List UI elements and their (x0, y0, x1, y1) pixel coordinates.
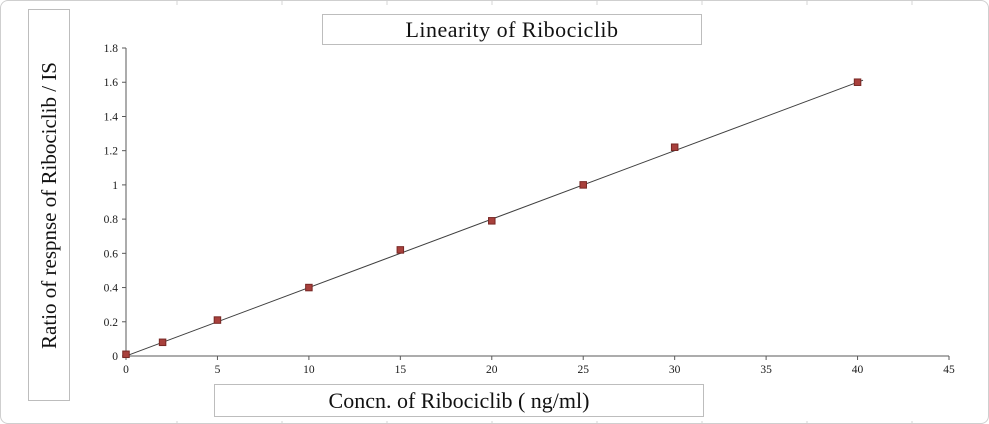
x-tick-label: 20 (486, 364, 498, 376)
y-tick-label: 0.2 (104, 317, 119, 329)
data-point-marker (670, 143, 679, 151)
data-point-marker (213, 316, 222, 324)
x-tick-label: 10 (303, 364, 315, 376)
x-tick-label: 15 (395, 364, 407, 376)
y-axis-label-box: Ratio of respnse of Ribociclib / IS (28, 9, 70, 401)
y-tick-label: 1.8 (104, 43, 119, 55)
data-point-marker (579, 181, 587, 189)
y-tick-label: 0 (112, 351, 118, 363)
x-tick-label: 45 (943, 364, 955, 376)
x-tick-label: 5 (215, 364, 221, 376)
y-tick-label: 1 (112, 180, 118, 192)
chart-title: Linearity of Ribociclib (322, 14, 702, 45)
y-tick-label: 0.4 (104, 283, 119, 295)
x-tick-label: 0 (123, 364, 129, 376)
data-point-marker (853, 78, 862, 86)
data-point-marker (305, 283, 313, 292)
data-point-marker (396, 246, 405, 254)
y-tick-label: 0.6 (104, 248, 119, 260)
data-point-marker (122, 350, 130, 359)
data-point-marker (488, 217, 496, 225)
y-tick-label: 0.8 (104, 214, 119, 226)
x-tick-label: 25 (577, 364, 589, 376)
y-tick-label: 1.6 (104, 77, 119, 89)
data-point-marker (158, 338, 167, 347)
x-tick-label: 40 (852, 364, 864, 376)
x-tick-label: 35 (760, 364, 772, 376)
y-tick-label: 1.4 (104, 111, 119, 123)
y-tick-label: 1.2 (104, 146, 119, 158)
x-tick-label: 30 (669, 364, 681, 376)
x-axis-label: Concn. of Ribociclib ( ng/ml) (214, 384, 704, 417)
